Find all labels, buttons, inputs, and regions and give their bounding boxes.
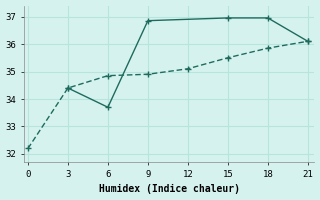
X-axis label: Humidex (Indice chaleur): Humidex (Indice chaleur)	[99, 184, 240, 194]
